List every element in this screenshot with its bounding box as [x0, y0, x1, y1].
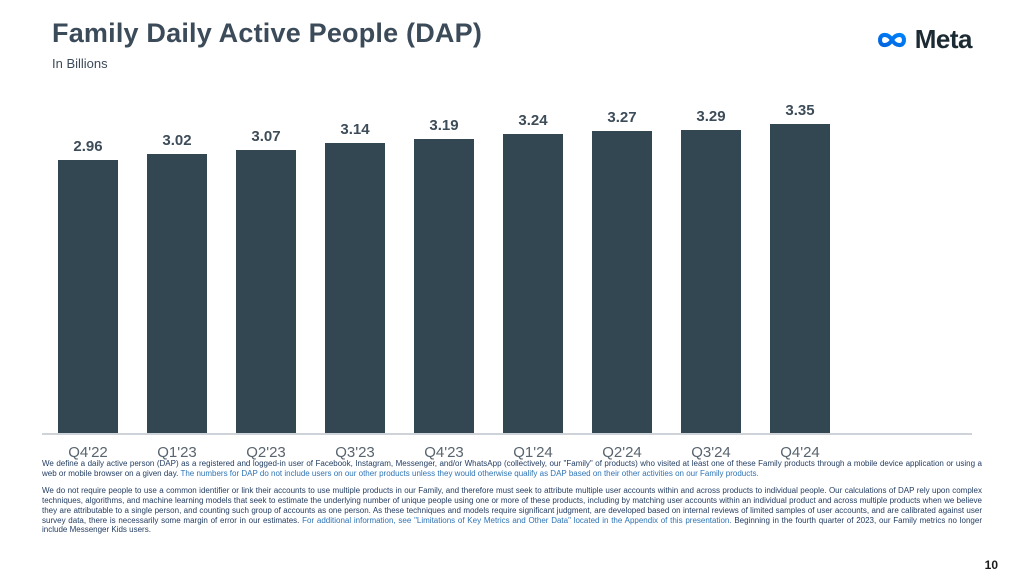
bar-value-label: 3.27 — [607, 109, 637, 126]
bar-value-label: 2.96 — [73, 138, 103, 155]
bar-group: 3.27 — [592, 109, 652, 433]
x-axis-tick-label: Q2'24 — [602, 444, 642, 461]
bar-value-label: 3.14 — [340, 121, 370, 138]
footnote-text-segment: Beginning in the fourth quarter of 2023,… — [42, 515, 982, 535]
dap-bar-chart: 2.96 3.02 3.07 3.14 3.19 3.24 3.27 3.29 3.35 Q4'… — [42, 102, 972, 461]
x-axis-tick-label: Q4'22 — [68, 444, 108, 461]
bar-group: 3.19 — [414, 117, 474, 433]
page-subtitle: In Billions — [52, 56, 108, 71]
x-axis-tick-label: Q3'23 — [335, 444, 375, 461]
footnote-paragraph: We do not require people to use a common… — [42, 486, 982, 535]
bar-value-label: 3.02 — [162, 132, 192, 149]
footnotes: We define a daily active person (DAP) as… — [42, 459, 982, 543]
meta-logo: Meta — [874, 24, 973, 55]
bar-group: 3.02 — [147, 132, 207, 433]
bar-group: 2.96 — [58, 138, 118, 433]
x-axis-tick-label: Q4'24 — [780, 444, 820, 461]
bar-group: 3.14 — [325, 121, 385, 433]
footnote-text-segment: We define a daily active person (DAP) as… — [42, 459, 982, 478]
x-axis-tick-label: Q4'23 — [424, 444, 464, 461]
x-axis-tick-label: Q1'23 — [157, 444, 197, 461]
bar — [414, 139, 474, 433]
bar-value-label: 3.07 — [251, 128, 281, 145]
bar-value-label: 3.29 — [696, 108, 726, 125]
bar — [325, 143, 385, 433]
bar-group: 3.07 — [236, 128, 296, 433]
bar — [147, 154, 207, 433]
bar-group: 3.24 — [503, 112, 563, 433]
x-axis-tick-label: Q2'23 — [246, 444, 286, 461]
meta-infinity-icon — [874, 27, 910, 53]
bar — [58, 160, 118, 433]
x-axis-tick-label: Q1'24 — [513, 444, 553, 461]
bar — [503, 134, 563, 433]
footnote-text-segment: The numbers for DAP do not include users… — [180, 468, 759, 478]
bar-value-label: 3.35 — [785, 102, 815, 119]
chart-x-axis-labels: Q4'22 Q1'23 Q2'23 Q3'23 Q4'23 Q1'24 Q2'24 Q3'24… — [42, 444, 972, 461]
x-axis-tick-label: Q3'24 — [691, 444, 731, 461]
meta-logo-text: Meta — [914, 24, 973, 54]
bar — [592, 131, 652, 433]
slide-header: Family Daily Active People (DAP) In Bill… — [52, 18, 482, 71]
bar — [236, 150, 296, 433]
footnote-text-segment: For additional information, see "Limitat… — [302, 515, 732, 525]
page-number: 10 — [984, 558, 998, 572]
bar — [770, 124, 830, 433]
footnote-text-segment: We do not require people to use a common… — [42, 486, 982, 525]
page-title: Family Daily Active People (DAP) — [52, 18, 483, 48]
bar — [681, 130, 741, 433]
bar-group: 3.29 — [681, 108, 741, 433]
bar-group: 3.35 — [770, 102, 830, 433]
bar-value-label: 3.19 — [429, 117, 459, 134]
chart-plot-area: 2.96 3.02 3.07 3.14 3.19 3.24 3.27 3.29 3.35 — [42, 102, 972, 435]
bar-value-label: 3.24 — [518, 112, 548, 129]
footnote-paragraph: We define a daily active person (DAP) as… — [42, 459, 982, 478]
